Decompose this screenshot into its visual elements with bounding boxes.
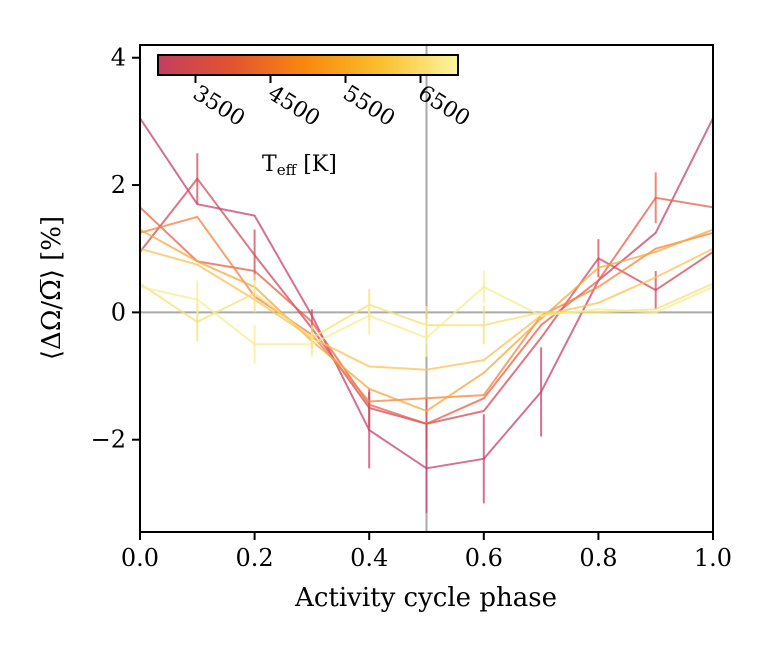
series-3 bbox=[140, 172, 713, 425]
data-point bbox=[368, 407, 370, 409]
data-point bbox=[368, 314, 370, 317]
data-point bbox=[425, 397, 428, 399]
data-point bbox=[655, 232, 657, 234]
data-point bbox=[655, 248, 657, 250]
data-point bbox=[597, 257, 600, 259]
y-axis-label: ⟨ΔΩ/Ω̅⟩ [%] bbox=[37, 216, 67, 360]
data-point bbox=[483, 372, 485, 374]
data-point bbox=[196, 321, 198, 323]
data-point bbox=[425, 467, 428, 469]
data-point bbox=[597, 311, 600, 313]
data-point bbox=[483, 394, 485, 396]
x-tick-label: 0.2 bbox=[236, 544, 274, 572]
colorbar-gradient bbox=[157, 54, 459, 76]
data-point bbox=[597, 279, 600, 282]
data-point bbox=[655, 311, 657, 313]
data-point bbox=[254, 215, 256, 217]
colorbar-tick-label: 3500 bbox=[188, 81, 249, 132]
data-point bbox=[597, 308, 600, 310]
data-point bbox=[597, 286, 600, 288]
data-point bbox=[540, 391, 542, 393]
data-point bbox=[254, 292, 256, 294]
data-point bbox=[311, 343, 313, 345]
data-point bbox=[483, 397, 485, 399]
data-point bbox=[196, 264, 198, 266]
data-point bbox=[196, 178, 198, 180]
y-tick-label: 2 bbox=[111, 171, 126, 199]
colorbar-ticks: 3500 4500 5500 6500 bbox=[188, 75, 474, 132]
data-point bbox=[483, 359, 485, 361]
colorbar-label-unit: [K] bbox=[296, 152, 337, 177]
plot-frame bbox=[139, 44, 714, 533]
data-point bbox=[597, 267, 600, 269]
data-point bbox=[483, 458, 485, 460]
colorbar-tick-label: 6500 bbox=[413, 81, 474, 132]
colorbar-tick-label: 5500 bbox=[338, 81, 399, 132]
data-point bbox=[425, 337, 428, 339]
y-tick-label: −2 bbox=[91, 426, 126, 454]
x-axis-label: Activity cycle phase bbox=[294, 583, 557, 613]
data-point bbox=[368, 400, 370, 403]
y-tick-label: 0 bbox=[111, 298, 126, 326]
x-tick-label: 0.6 bbox=[465, 544, 503, 572]
data-point bbox=[540, 314, 542, 317]
data-point bbox=[540, 324, 542, 326]
data-point bbox=[196, 216, 198, 218]
data-point bbox=[540, 337, 542, 339]
data-point bbox=[483, 324, 485, 326]
x-tick-label: 0.0 bbox=[121, 544, 159, 572]
colorbar-tick-label: 4500 bbox=[263, 81, 324, 132]
data-point bbox=[196, 299, 198, 301]
axes: 0.0 0.2 0.4 0.6 0.8 1.0 −2 0 2 4 bbox=[91, 44, 732, 572]
x-tick-label: 0.8 bbox=[579, 544, 617, 572]
data-point bbox=[655, 197, 657, 199]
colorbar-label-sub: eff bbox=[277, 161, 298, 179]
y-tick-label: 4 bbox=[111, 44, 126, 72]
data-point bbox=[597, 302, 600, 304]
data-point bbox=[483, 410, 485, 412]
colorbar-label-main: T bbox=[262, 152, 277, 177]
data-point bbox=[311, 321, 313, 323]
data-point bbox=[425, 423, 428, 425]
data-point bbox=[655, 251, 657, 253]
data-point bbox=[254, 254, 256, 256]
data-point bbox=[425, 369, 428, 371]
series-layer bbox=[140, 117, 713, 513]
data-point bbox=[368, 365, 370, 368]
data-point bbox=[483, 286, 485, 288]
data-point bbox=[196, 260, 198, 263]
data-point bbox=[655, 276, 657, 278]
x-tick-label: 0.4 bbox=[350, 544, 388, 572]
x-tick-label: 1.0 bbox=[694, 544, 732, 572]
data-point bbox=[254, 343, 256, 345]
data-point bbox=[368, 429, 370, 431]
data-point bbox=[368, 404, 370, 406]
data-point bbox=[655, 289, 657, 291]
data-point bbox=[540, 318, 542, 320]
data-point bbox=[425, 410, 428, 412]
data-point bbox=[368, 388, 370, 390]
series-8 bbox=[140, 270, 713, 364]
data-point bbox=[540, 311, 542, 313]
colorbar-label: Teff [K] bbox=[262, 152, 337, 179]
data-point bbox=[655, 308, 657, 310]
data-point bbox=[254, 270, 256, 272]
